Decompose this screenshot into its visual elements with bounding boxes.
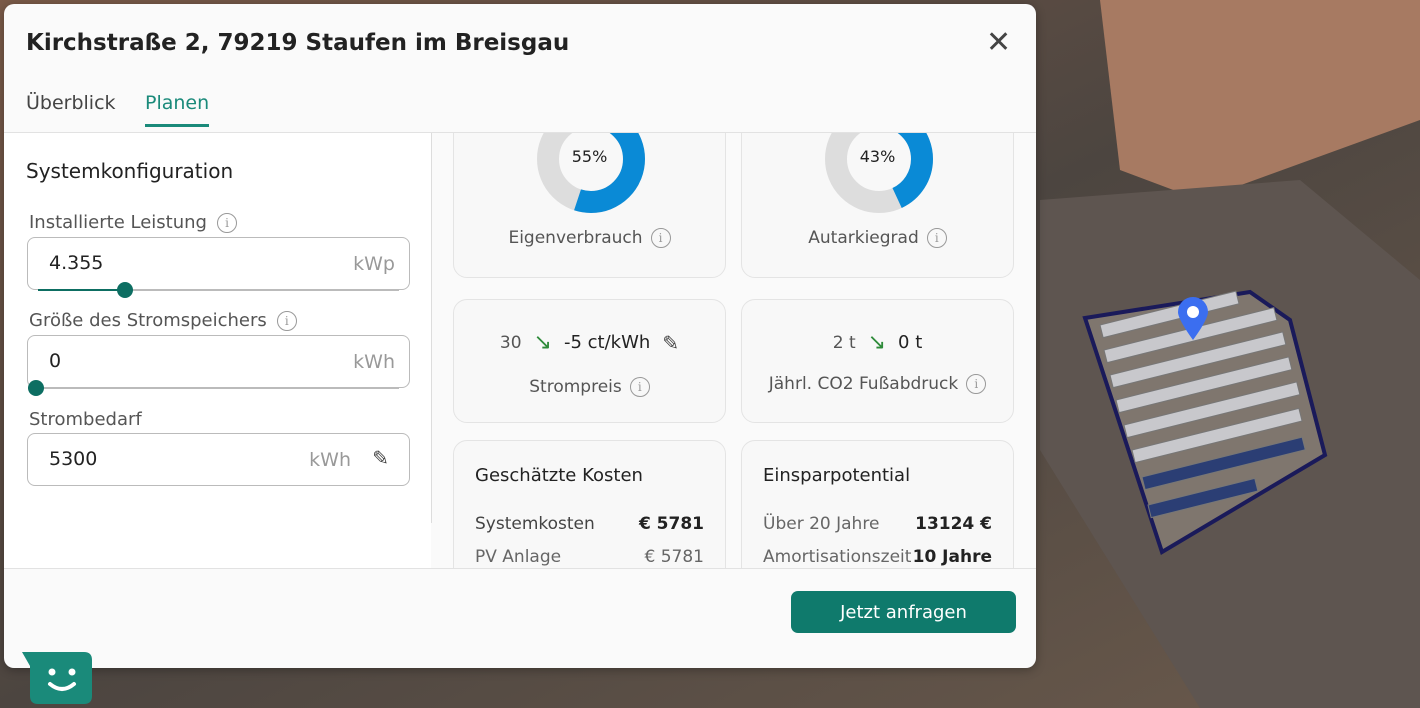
row-value: 10 Jahre [912,547,992,567]
demand-label-text: Strombedarf [29,409,142,430]
from-value: 2 t [832,332,856,353]
einsparung-row: Amortisationszeit 10 Jahre [763,547,992,567]
info-icon[interactable]: i [650,228,671,248]
eigenverbrauch-label: Eigenverbrauch i [454,228,725,248]
divider [4,568,1036,569]
divider [4,132,1036,133]
label-text: Eigenverbrauch [508,228,643,248]
co2-card: 2 t ↘ 0 t Jährl. CO2 Fußabdruck i [741,299,1014,423]
kosten-card: Geschätzte Kosten Systemkosten € 5781 PV … [453,440,726,568]
power-slider[interactable] [38,282,399,298]
row-value: € 5781 [638,514,704,534]
row-key: Über 20 Jahre [763,514,880,534]
strompreis-change: 30 ↘ -5 ct/kWh ✎ [454,330,725,355]
request-button[interactable]: Jetzt anfragen [791,591,1016,633]
pencil-icon[interactable]: ✎ [372,446,389,470]
co2-label: Jährl. CO2 Fußabdruck i [742,374,1013,394]
close-icon[interactable]: ✕ [986,25,1012,60]
label-text: Strompreis [529,377,622,397]
tab-ueberblick[interactable]: Überblick [26,92,116,114]
power-value[interactable]: 4.355 [49,252,104,274]
storage-slider[interactable] [28,380,399,396]
kosten-row: Systemkosten € 5781 [475,514,704,534]
kosten-row: PV Anlage € 5781 [475,547,704,567]
eigenverbrauch-card: 55% Eigenverbrauch i [453,133,726,278]
label-text: Jährl. CO2 Fußabdruck [768,374,959,394]
location-pin-icon[interactable] [1178,297,1208,340]
slider-fill [38,289,125,291]
strompreis-card: 30 ↘ -5 ct/kWh ✎ Strompreis i [453,299,726,423]
einsparung-card: Einsparpotential Über 20 Jahre 13124 € Am… [741,440,1014,568]
power-unit: kWp [353,253,395,275]
info-icon[interactable]: i [276,310,297,331]
strompreis-label: Strompreis i [454,377,725,397]
info-icon[interactable]: i [926,228,947,248]
storage-value[interactable]: 0 [49,350,62,372]
power-label-text: Installierte Leistung [29,212,207,233]
arrow-down-right-icon: ↘ [533,330,552,355]
storage-unit: kWh [353,351,395,373]
divider [431,133,432,523]
section-title: Systemkonfiguration [26,159,234,183]
info-icon[interactable]: i [629,377,650,397]
co2-change: 2 t ↘ 0 t [742,330,1013,355]
tab-planen[interactable]: Planen [145,92,210,127]
modal-title: Kirchstraße 2, 79219 Staufen im Breisgau [26,30,570,56]
info-icon[interactable]: i [216,212,237,233]
storage-label-text: Größe des Stromspeichers [29,310,267,331]
demand-unit: kWh [309,449,351,471]
row-key: Systemkosten [475,514,595,534]
row-key: PV Anlage [475,547,562,567]
info-icon[interactable]: i [966,374,987,394]
pencil-icon[interactable]: ✎ [662,330,680,355]
einsparung-title: Einsparpotential [763,465,911,486]
row-value: 13124 € [915,514,992,534]
einsparung-row: Über 20 Jahre 13124 € [763,514,992,534]
results-panel: 55% Eigenverbrauch i 43% Autarkiegrad i 30… [432,133,1036,568]
eigenverbrauch-donut [537,133,645,213]
demand-value[interactable]: 5300 [49,448,98,470]
autarkie-value: 43% [859,147,896,166]
storage-label: Größe des Stromspeichers i [29,310,297,331]
arrow-down-right-icon: ↘ [867,330,887,355]
system-config-panel: Systemkonfiguration Installierte Leistun… [4,133,431,568]
power-input[interactable]: 4.355 kWp [27,237,410,298]
kosten-title: Geschätzte Kosten [475,465,643,486]
to-value: -5 ct/kWh [563,332,651,353]
autarkie-donut [825,133,933,213]
autarkie-card: 43% Autarkiegrad i [741,133,1014,278]
storage-input[interactable]: 0 kWh [27,335,410,396]
slider-thumb[interactable] [116,282,133,298]
demand-input[interactable]: 5300 kWh ✎ [27,433,410,486]
from-value: 30 [499,332,522,353]
address-modal: Kirchstraße 2, 79219 Staufen im Breisgau… [4,4,1036,668]
to-value: 0 t [898,332,923,353]
eigenverbrauch-value: 55% [571,147,608,166]
chat-bot-icon[interactable] [22,652,92,704]
label-text: Autarkiegrad [808,228,919,248]
row-value: € 5781 [644,547,704,567]
demand-label: Strombedarf [29,409,142,430]
row-key: Amortisationszeit [763,547,912,567]
power-label: Installierte Leistung i [29,212,237,233]
slider-thumb[interactable] [28,380,44,396]
autarkie-label: Autarkiegrad i [742,228,1013,248]
